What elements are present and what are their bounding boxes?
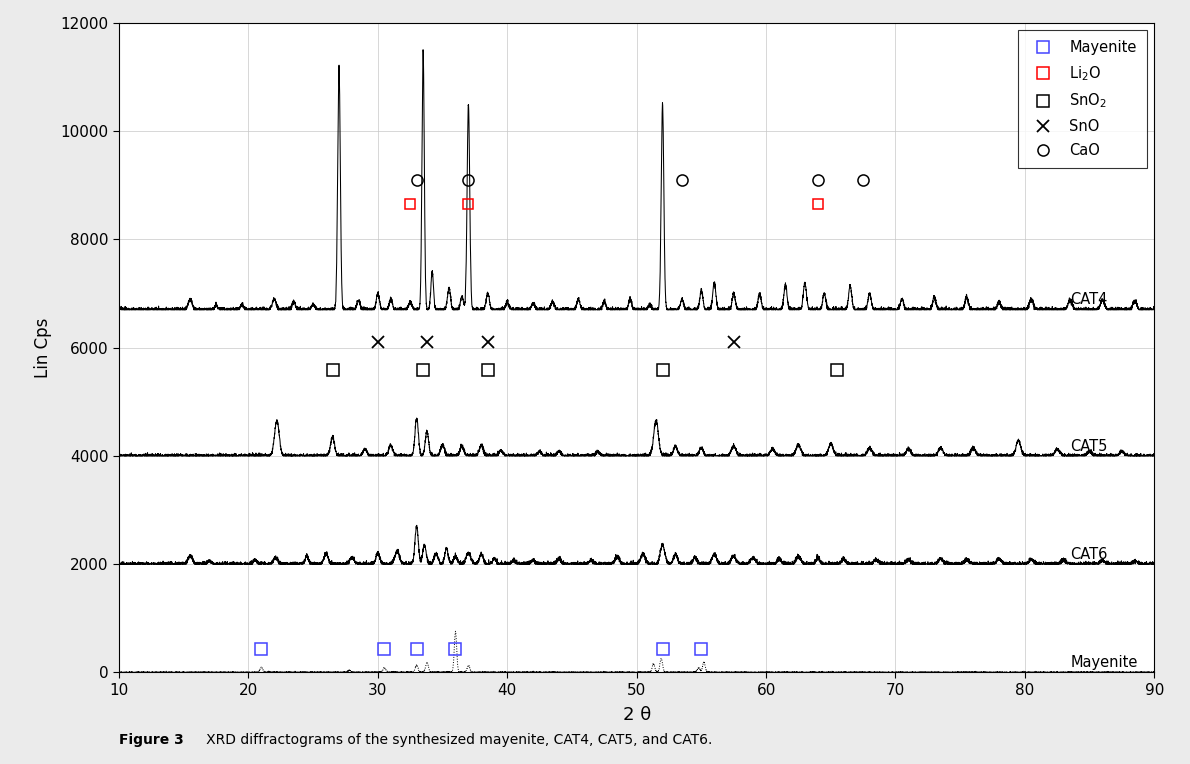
Y-axis label: Lin Cps: Lin Cps: [35, 317, 52, 378]
Text: XRD diffractograms of the synthesized mayenite, CAT4, CAT5, and CAT6.: XRD diffractograms of the synthesized ma…: [193, 733, 712, 747]
Text: CAT5: CAT5: [1070, 439, 1108, 454]
Text: Figure 3: Figure 3: [119, 733, 183, 747]
Text: CAT4: CAT4: [1070, 293, 1108, 307]
X-axis label: 2 θ: 2 θ: [622, 706, 651, 724]
Text: CAT6: CAT6: [1070, 547, 1108, 562]
Text: Mayenite: Mayenite: [1070, 655, 1138, 670]
Legend: Mayenite, Li$_2$O, SnO$_2$, SnO, CaO: Mayenite, Li$_2$O, SnO$_2$, SnO, CaO: [1019, 31, 1147, 168]
